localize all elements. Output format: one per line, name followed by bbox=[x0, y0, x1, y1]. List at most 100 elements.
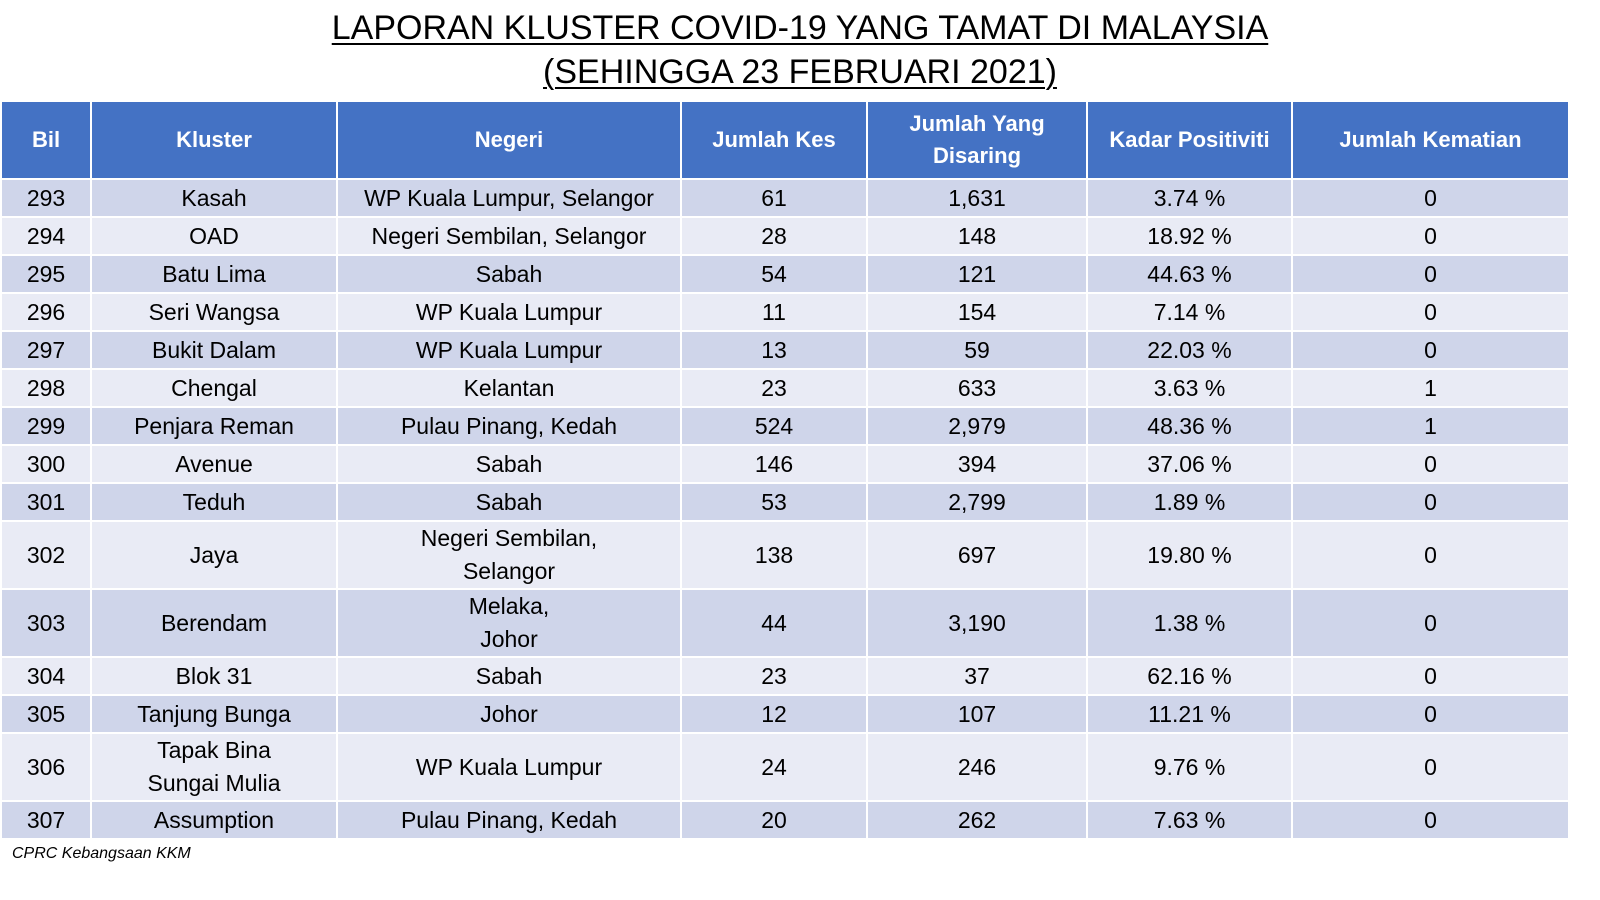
cell-negeri: Sabah bbox=[336, 656, 682, 696]
cell-negeri: Sabah bbox=[336, 482, 682, 522]
cell-kluster: Blok 31 bbox=[90, 656, 338, 696]
cell-kadar-positiviti: 1.89 % bbox=[1086, 482, 1293, 522]
cell-jumlah-kes: 53 bbox=[680, 482, 868, 522]
cell-kluster: Assumption bbox=[90, 800, 338, 840]
cell-jumlah-kes: 138 bbox=[680, 520, 868, 590]
cell-kluster: Avenue bbox=[90, 444, 338, 484]
cell-jumlah-disaring: 246 bbox=[866, 732, 1088, 802]
cell-kluster: Chengal bbox=[90, 368, 338, 408]
cell-negeri: WP Kuala Lumpur bbox=[336, 292, 682, 332]
cell-jumlah-disaring: 107 bbox=[866, 694, 1088, 734]
cell-bil: 296 bbox=[0, 292, 92, 332]
cell-jumlah-disaring: 59 bbox=[866, 330, 1088, 370]
cell-kadar-positiviti: 7.14 % bbox=[1086, 292, 1293, 332]
header-jumlah-disaring-line-1: Jumlah Yang bbox=[909, 111, 1045, 136]
table-row: 301 Teduh Sabah 53 2,799 1.89 % 0 bbox=[0, 482, 1570, 522]
cell-kluster: Tapak Bina Sungai Mulia bbox=[90, 732, 338, 802]
cell-jumlah-disaring: 697 bbox=[866, 520, 1088, 590]
cell-jumlah-kes: 23 bbox=[680, 656, 868, 696]
cell-jumlah-kematian: 1 bbox=[1291, 368, 1570, 408]
cell-bil: 293 bbox=[0, 178, 92, 218]
report-title: LAPORAN KLUSTER COVID-19 YANG TAMAT DI M… bbox=[0, 0, 1600, 100]
table-row: 295 Batu Lima Sabah 54 121 44.63 % 0 bbox=[0, 254, 1570, 294]
cell-negeri: Negeri Sembilan, Selangor bbox=[336, 216, 682, 256]
table-row: 293 Kasah WP Kuala Lumpur, Selangor 61 1,631… bbox=[0, 178, 1570, 218]
table-row: 304 Blok 31 Sabah 23 37 62.16 % 0 bbox=[0, 656, 1570, 696]
cell-jumlah-kes: 12 bbox=[680, 694, 868, 734]
cell-kadar-positiviti: 37.06 % bbox=[1086, 444, 1293, 484]
cell-jumlah-kes: 28 bbox=[680, 216, 868, 256]
cell-bil: 302 bbox=[0, 520, 92, 590]
cell-kluster-line-1: Tapak Bina bbox=[157, 737, 271, 763]
cell-negeri-line-2: Selangor bbox=[462, 558, 556, 584]
cell-jumlah-kes: 54 bbox=[680, 254, 868, 294]
table-row: 299 Penjara Reman Pulau Pinang, Kedah 524 2,… bbox=[0, 406, 1570, 446]
cell-jumlah-kes: 23 bbox=[680, 368, 868, 408]
cell-jumlah-disaring: 2,799 bbox=[866, 482, 1088, 522]
cell-negeri: Kelantan bbox=[336, 368, 682, 408]
cell-kadar-positiviti: 19.80 % bbox=[1086, 520, 1293, 590]
cell-jumlah-kematian: 0 bbox=[1291, 330, 1570, 370]
cell-kadar-positiviti: 3.74 % bbox=[1086, 178, 1293, 218]
cell-jumlah-kematian: 0 bbox=[1291, 588, 1570, 658]
cell-kluster: Kasah bbox=[90, 178, 338, 218]
cell-jumlah-kematian: 0 bbox=[1291, 254, 1570, 294]
table-row: 300 Avenue Sabah 146 394 37.06 % 0 bbox=[0, 444, 1570, 484]
cell-negeri: WP Kuala Lumpur, Selangor bbox=[336, 178, 682, 218]
table-row: 297 Bukit Dalam WP Kuala Lumpur 13 59 22.03 %… bbox=[0, 330, 1570, 370]
cell-bil: 299 bbox=[0, 406, 92, 446]
header-jumlah-disaring: Jumlah Yang Disaring bbox=[866, 100, 1088, 180]
cell-negeri: WP Kuala Lumpur bbox=[336, 732, 682, 802]
cell-jumlah-kes: 13 bbox=[680, 330, 868, 370]
cell-jumlah-disaring: 2,979 bbox=[866, 406, 1088, 446]
cell-bil: 297 bbox=[0, 330, 92, 370]
cell-jumlah-kematian: 0 bbox=[1291, 694, 1570, 734]
cell-bil: 294 bbox=[0, 216, 92, 256]
cell-kluster: Teduh bbox=[90, 482, 338, 522]
table-row: 303 Berendam Melaka, Johor 44 3,190 1.38 % 0 bbox=[0, 588, 1570, 658]
cell-jumlah-kes: 44 bbox=[680, 588, 868, 658]
cell-jumlah-kematian: 0 bbox=[1291, 178, 1570, 218]
cell-jumlah-disaring: 3,190 bbox=[866, 588, 1088, 658]
header-kadar-positiviti: Kadar Positiviti bbox=[1086, 100, 1293, 180]
cell-kadar-positiviti: 18.92 % bbox=[1086, 216, 1293, 256]
cell-jumlah-kematian: 0 bbox=[1291, 292, 1570, 332]
cell-kluster: Penjara Reman bbox=[90, 406, 338, 446]
cell-jumlah-kematian: 0 bbox=[1291, 216, 1570, 256]
cell-jumlah-kes: 24 bbox=[680, 732, 868, 802]
cell-negeri: Negeri Sembilan, Selangor bbox=[336, 520, 682, 590]
cell-jumlah-kes: 61 bbox=[680, 178, 868, 218]
cell-bil: 307 bbox=[0, 800, 92, 840]
cell-jumlah-kematian: 1 bbox=[1291, 406, 1570, 446]
cell-jumlah-kematian: 0 bbox=[1291, 482, 1570, 522]
cell-jumlah-disaring: 1,631 bbox=[866, 178, 1088, 218]
cell-jumlah-disaring: 121 bbox=[866, 254, 1088, 294]
cell-kadar-positiviti: 22.03 % bbox=[1086, 330, 1293, 370]
cell-negeri: Sabah bbox=[336, 444, 682, 484]
report-title-line-1: LAPORAN KLUSTER COVID-19 YANG TAMAT DI M… bbox=[331, 9, 1269, 47]
cell-negeri-line-1: Melaka, bbox=[468, 593, 550, 619]
cell-jumlah-kematian: 0 bbox=[1291, 800, 1570, 840]
report-title-line-2: (SEHINGGA 23 FEBRUARI 2021) bbox=[543, 53, 1057, 91]
table-row: 307 Assumption Pulau Pinang, Kedah 20 262 7.6… bbox=[0, 800, 1570, 840]
table-header: Bil Kluster Negeri Jumlah Kes Jumlah Yan… bbox=[0, 100, 1570, 180]
table-row: 298 Chengal Kelantan 23 633 3.63 % 1 bbox=[0, 368, 1570, 408]
cell-bil: 301 bbox=[0, 482, 92, 522]
cell-jumlah-kematian: 0 bbox=[1291, 732, 1570, 802]
header-bil: Bil bbox=[0, 100, 92, 180]
cell-kluster: Berendam bbox=[90, 588, 338, 658]
cell-jumlah-disaring: 154 bbox=[866, 292, 1088, 332]
table-row: 306 Tapak Bina Sungai Mulia WP Kuala Lumpur… bbox=[0, 732, 1570, 802]
cell-bil: 306 bbox=[0, 732, 92, 802]
cell-jumlah-kes: 146 bbox=[680, 444, 868, 484]
cell-kadar-positiviti: 48.36 % bbox=[1086, 406, 1293, 446]
table-body: 293 Kasah WP Kuala Lumpur, Selangor 61 1,631… bbox=[0, 178, 1570, 840]
cell-kadar-positiviti: 7.63 % bbox=[1086, 800, 1293, 840]
cell-jumlah-kematian: 0 bbox=[1291, 520, 1570, 590]
cell-negeri: Johor bbox=[336, 694, 682, 734]
cell-kluster: Seri Wangsa bbox=[90, 292, 338, 332]
cell-kluster: Jaya bbox=[90, 520, 338, 590]
cell-negeri: Pulau Pinang, Kedah bbox=[336, 800, 682, 840]
cell-negeri: Melaka, Johor bbox=[336, 588, 682, 658]
cell-bil: 305 bbox=[0, 694, 92, 734]
